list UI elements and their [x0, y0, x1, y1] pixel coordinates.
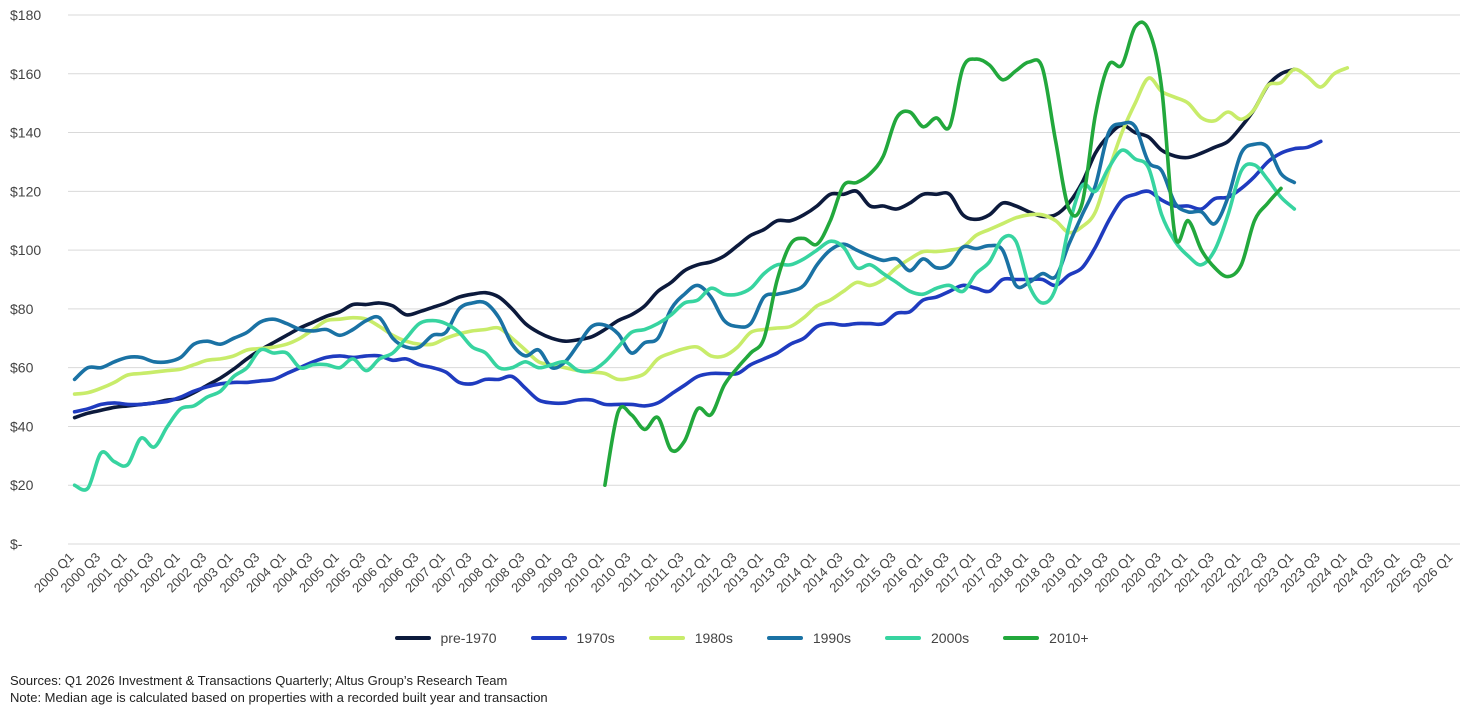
series-line-2010+ — [603, 20, 1283, 487]
legend-item: 1970s — [530, 630, 615, 646]
legend-swatch — [1003, 636, 1040, 640]
legend-label: 2000s — [931, 630, 970, 646]
legend-swatch — [530, 636, 567, 640]
legend-item: 1990s — [766, 630, 852, 646]
y-tick-label: $80 — [10, 301, 34, 317]
series-lines — [72, 20, 1350, 492]
footnotes: Sources: Q1 2026 Investment & Transactio… — [10, 672, 548, 706]
legend-swatch — [885, 636, 922, 640]
legend: pre-1970 1970s 1980s 1990s 2000s 2010+ — [0, 630, 1483, 646]
y-tick-label: $120 — [10, 183, 41, 199]
legend-swatch — [766, 636, 803, 640]
series-line-1980s — [72, 66, 1350, 396]
legend-item: 2010+ — [1003, 630, 1089, 646]
series-line-1970s — [72, 139, 1323, 414]
y-tick-label: $40 — [10, 418, 34, 434]
series-line-1990s — [72, 120, 1297, 382]
y-tick-label: $180 — [10, 7, 41, 23]
method-note: Note: Median age is calculated based on … — [10, 690, 548, 705]
legend-item: 1980s — [648, 630, 733, 646]
sources-note: Sources: Q1 2026 Investment & Transactio… — [10, 673, 508, 688]
legend-label: pre-1970 — [440, 630, 497, 646]
y-tick-label: $160 — [10, 66, 41, 82]
y-axis-labels: $- $20 $40 $60 $80 $100 $120 $140 $160 $180 — [10, 7, 41, 552]
line-chart: $- $20 $40 $60 $80 $100 $120 $140 $160 $180 2000 … — [10, 7, 1460, 596]
legend-item: pre-1970 — [394, 630, 497, 646]
series-line-2000s — [72, 148, 1297, 492]
legend-label: 1980s — [694, 630, 733, 646]
y-tick-label: $- — [10, 536, 23, 552]
legend-swatch — [648, 636, 685, 640]
y-tick-label: $20 — [10, 477, 34, 493]
y-tick-label: $140 — [10, 125, 41, 141]
gridlines — [68, 14, 1460, 545]
y-tick-label: $100 — [10, 242, 41, 258]
legend-label: 1970s — [576, 630, 615, 646]
y-tick-label: $60 — [10, 360, 34, 376]
legend-item: 2000s — [885, 630, 969, 646]
series-line-pre-1970 — [72, 67, 1297, 420]
legend-label: 2010+ — [1049, 630, 1089, 646]
legend-label: 1990s — [812, 630, 852, 646]
legend-swatch — [394, 636, 431, 640]
